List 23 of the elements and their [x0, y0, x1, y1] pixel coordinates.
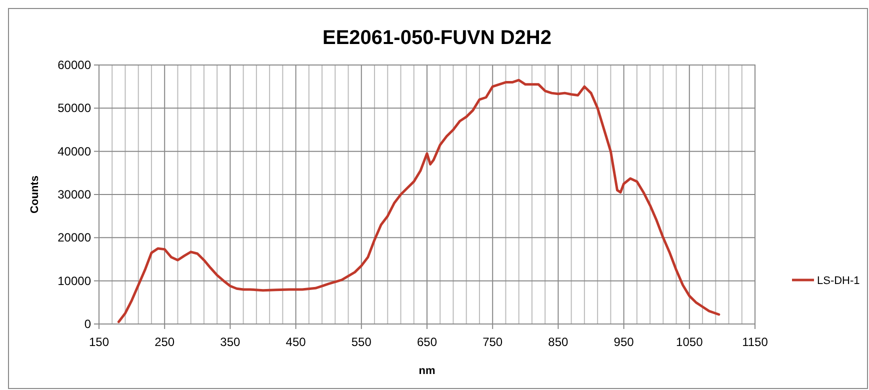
- x-tick-label: 550: [351, 335, 372, 349]
- x-axis-title: nm: [418, 365, 436, 377]
- y-tick-label: 10000: [58, 274, 92, 288]
- x-tick-label: 750: [482, 335, 503, 349]
- x-tick-label: 1150: [742, 335, 768, 349]
- x-tick-label: 650: [416, 335, 438, 349]
- y-tick-label: 30000: [58, 188, 92, 202]
- y-tick-label: 20000: [58, 230, 92, 245]
- y-tick-label: 60000: [58, 58, 92, 72]
- line-series: [117, 78, 720, 324]
- x-tick-label: 150: [88, 335, 110, 349]
- y-tick-label: 40000: [58, 144, 92, 158]
- legend-label: LS-DH-1: [817, 275, 860, 287]
- x-tick-label: 950: [614, 335, 634, 349]
- x-tick-label: 250: [154, 335, 175, 349]
- y-tick-label: 50000: [58, 101, 92, 116]
- x-tick-label: 850: [548, 335, 569, 349]
- y-tick-label: 0: [84, 317, 92, 331]
- x-tick-label: 1050: [676, 335, 704, 349]
- y-axis-title: Counts: [29, 176, 41, 214]
- x-tick-label: 450: [286, 335, 306, 349]
- x-tick-label: 350: [220, 335, 241, 349]
- chart-title: EE2061-050-FUVN D2H2: [322, 27, 552, 49]
